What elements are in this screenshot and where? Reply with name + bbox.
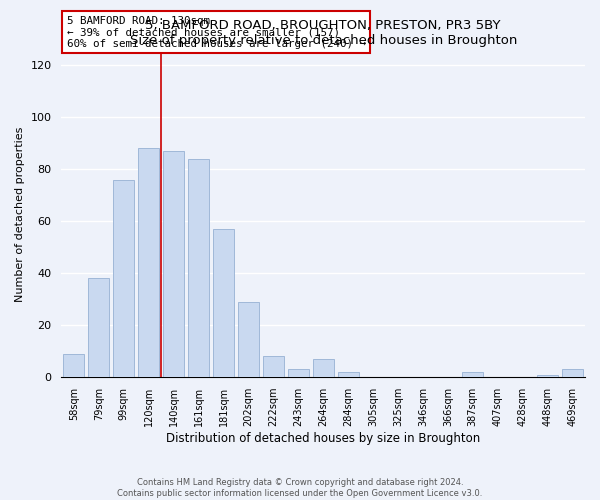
Bar (213, 229, 234, 377)
Bar (163, 151, 184, 377)
Title: 5, BAMFORD ROAD, BROUGHTON, PRESTON, PR3 5BY
Size of property relative to detach: 5, BAMFORD ROAD, BROUGHTON, PRESTON, PR3… (130, 18, 517, 46)
Bar (537, 374, 558, 377)
Bar (188, 158, 209, 377)
Bar (287, 370, 309, 377)
Bar (113, 180, 134, 377)
Bar (313, 359, 334, 377)
Bar (238, 302, 259, 377)
Text: 5 BAMFORD ROAD: 130sqm
← 39% of detached houses are smaller (157)
60% of semi-de: 5 BAMFORD ROAD: 130sqm ← 39% of detached… (67, 16, 365, 49)
Bar (338, 372, 359, 377)
Bar (63, 354, 85, 377)
Bar (562, 370, 583, 377)
Bar (462, 372, 484, 377)
Bar (263, 356, 284, 377)
Bar (88, 278, 109, 377)
Text: Contains HM Land Registry data © Crown copyright and database right 2024.
Contai: Contains HM Land Registry data © Crown c… (118, 478, 482, 498)
Bar (138, 148, 159, 377)
X-axis label: Distribution of detached houses by size in Broughton: Distribution of detached houses by size … (166, 432, 481, 445)
Y-axis label: Number of detached properties: Number of detached properties (15, 127, 25, 302)
